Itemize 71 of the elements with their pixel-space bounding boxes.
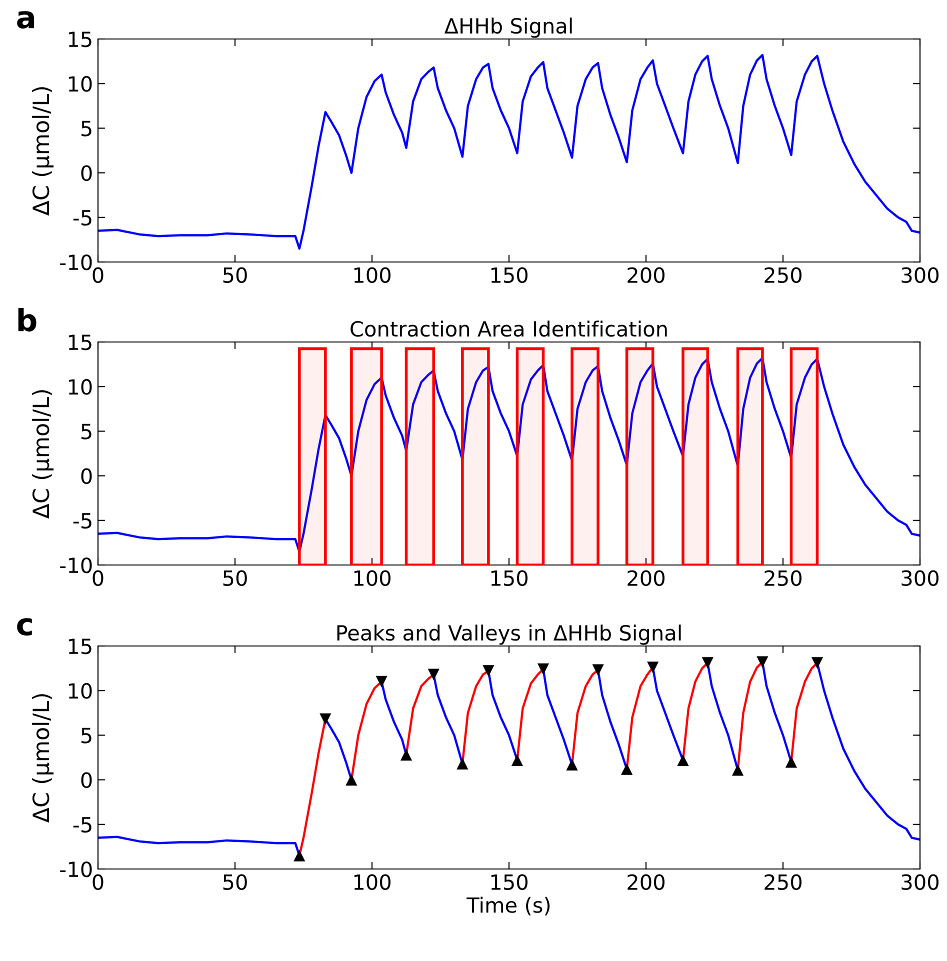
y-tick-label: 5 xyxy=(81,120,92,136)
point xyxy=(428,668,440,680)
point xyxy=(400,749,412,761)
y-axis-title: ΔC (μmol/L) xyxy=(32,87,54,216)
y-tick-label: -10 xyxy=(60,557,92,574)
chart-title: ΔHHb Signal xyxy=(444,18,572,38)
x-tick-label: 300 xyxy=(902,570,938,586)
x-tick-label: 150 xyxy=(491,267,528,283)
point xyxy=(732,764,744,776)
y-tick-label: 15 xyxy=(68,334,92,350)
y-tick-label: 10 xyxy=(68,683,92,699)
point xyxy=(592,664,604,676)
x-tick-label: 0 xyxy=(92,874,104,890)
y-axis-title: ΔC (μmol/L) xyxy=(32,694,54,823)
point xyxy=(621,763,633,775)
chart-title: Contraction Area Identification xyxy=(350,320,667,337)
y-tick-label: 0 xyxy=(81,165,92,182)
point xyxy=(456,758,468,770)
y-tick-label: -5 xyxy=(73,817,92,833)
point xyxy=(346,774,358,786)
point xyxy=(677,754,689,766)
text: b xyxy=(18,308,36,332)
y-tick-label: -5 xyxy=(73,210,92,226)
point xyxy=(811,657,824,669)
point xyxy=(566,758,578,770)
x-tick-label: 250 xyxy=(764,570,802,586)
x-axis-title: Time (s) xyxy=(466,896,550,916)
y-tick-label: 5 xyxy=(81,728,92,744)
point xyxy=(376,676,388,688)
point xyxy=(294,850,306,862)
y-axis-title: ΔC (μmol/L) xyxy=(32,390,54,519)
x-tick-label: 300 xyxy=(902,874,938,890)
x-tick-label: 250 xyxy=(764,874,802,890)
y-tick-label: 5 xyxy=(81,424,92,440)
point xyxy=(702,657,714,669)
point xyxy=(647,662,659,674)
x-tick-label: 50 xyxy=(223,874,247,890)
x-tick-label: 150 xyxy=(491,874,528,890)
point xyxy=(785,756,798,768)
y-tick-label: 10 xyxy=(68,379,92,395)
text: c xyxy=(17,618,32,636)
x-tick-label: 150 xyxy=(491,570,528,586)
x-tick-label: 50 xyxy=(223,570,247,586)
x-tick-label: 100 xyxy=(354,570,390,586)
x-tick-label: 250 xyxy=(764,267,802,283)
x-tick-label: 0 xyxy=(92,267,104,283)
line-series xyxy=(98,54,920,250)
x-tick-label: 100 xyxy=(354,267,390,283)
y-tick-label: 15 xyxy=(68,32,92,48)
y-tick-label: 15 xyxy=(68,638,92,654)
x-tick-label: 100 xyxy=(354,874,390,890)
y-tick-label: -10 xyxy=(60,254,92,270)
line-series xyxy=(98,356,920,553)
y-tick-label: 10 xyxy=(68,76,92,92)
y-tick-label: -10 xyxy=(60,861,92,878)
point xyxy=(537,663,550,675)
y-tick-label: 0 xyxy=(81,468,92,484)
x-tick-label: 300 xyxy=(902,267,938,283)
text: a xyxy=(17,11,34,29)
y-tick-label: 0 xyxy=(81,772,92,788)
chart-title: Peaks and Valleys in ΔHHb Signal xyxy=(337,624,681,645)
point xyxy=(756,656,768,668)
point xyxy=(511,754,524,766)
x-tick-label: 50 xyxy=(223,267,247,283)
x-tick-label: 200 xyxy=(628,570,664,586)
y-tick-label: -5 xyxy=(73,513,92,529)
point xyxy=(320,713,332,725)
x-tick-label: 200 xyxy=(628,874,664,890)
x-tick-label: 0 xyxy=(92,570,104,586)
x-tick-label: 200 xyxy=(628,267,664,283)
point xyxy=(482,665,494,677)
